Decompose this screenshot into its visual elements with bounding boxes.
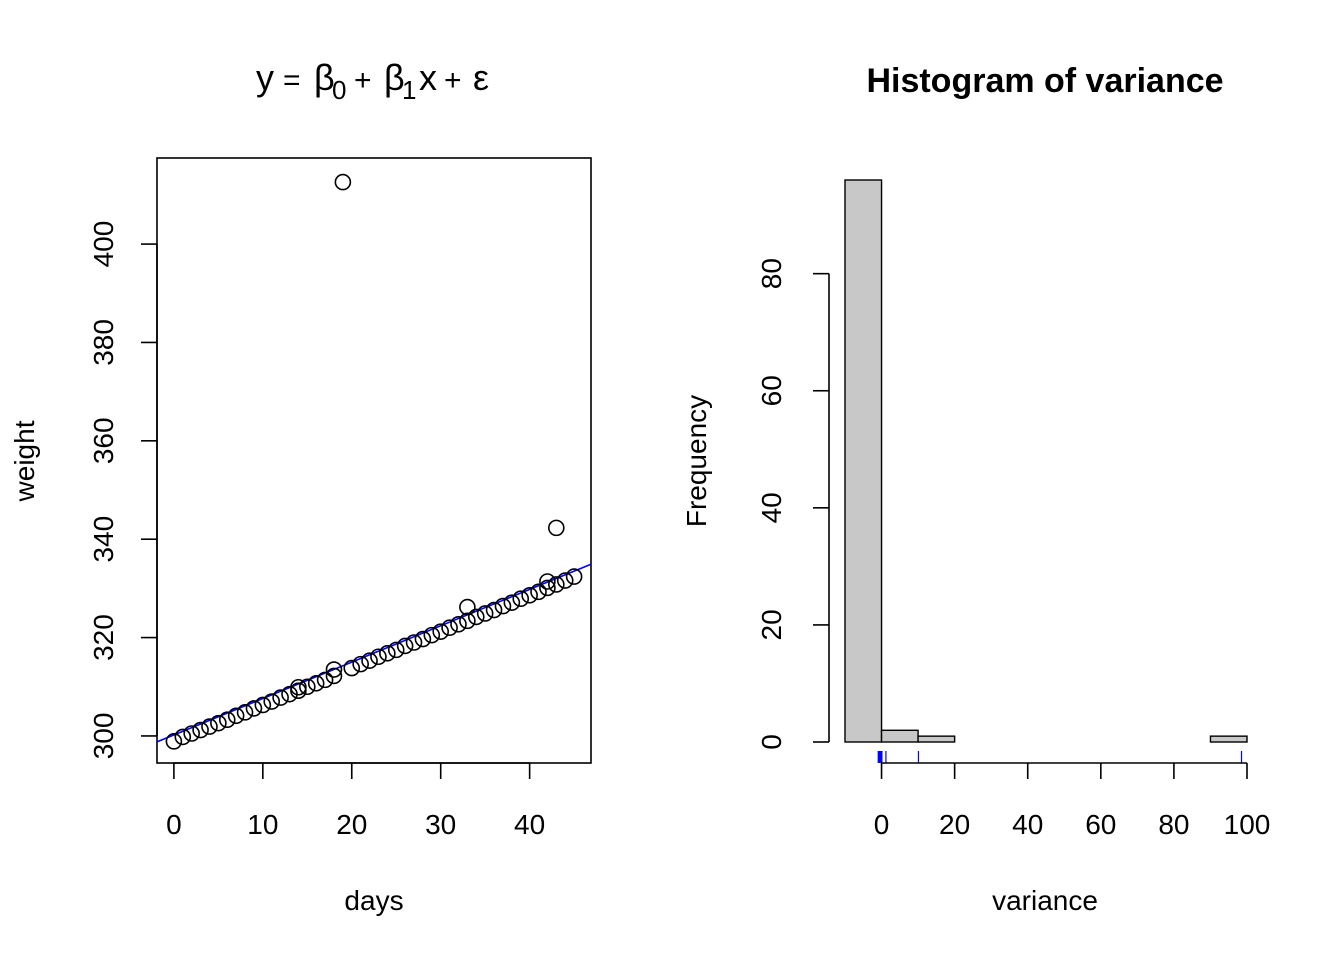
scatter-point xyxy=(325,661,343,678)
scatter-point xyxy=(521,586,538,604)
histogram-plot: Histogram of variance 0 20 40 60 80 100 0 20 40… xyxy=(681,62,1270,916)
scatter-x-label: days xyxy=(344,885,403,916)
scatter-point xyxy=(236,704,254,721)
scatter-point xyxy=(352,655,369,673)
scatter-point xyxy=(459,612,476,630)
scatter-point xyxy=(539,573,556,590)
y-tick-label: 80 xyxy=(756,258,787,289)
scatter-points xyxy=(165,173,583,750)
x-tick-label: 30 xyxy=(425,809,456,840)
x-tick-label: 40 xyxy=(1012,809,1043,840)
scatter-point xyxy=(254,696,272,714)
x-tick-label: 20 xyxy=(939,809,970,840)
x-tick-label: 10 xyxy=(247,809,278,840)
histogram-bar xyxy=(917,735,956,743)
scatter-point xyxy=(414,630,432,648)
scatter-point xyxy=(218,711,236,729)
y-tick-label: 400 xyxy=(88,221,119,268)
scatter-point xyxy=(441,619,458,637)
histogram-bars xyxy=(844,179,1248,743)
scatter-point xyxy=(396,637,414,655)
scatter-point xyxy=(379,645,396,662)
scatter-point xyxy=(450,615,467,633)
scatter-plot: y = β 0 + β 1 x + ε 0 10 20 30 40 3003203403… xyxy=(9,57,592,916)
scatter-point xyxy=(325,667,343,685)
histogram-y-axis: 0 20 40 60 80 xyxy=(756,258,830,750)
scatter-point xyxy=(423,626,441,644)
scatter-point xyxy=(272,689,289,706)
y-tick-label: 0 xyxy=(756,734,787,750)
scatter-point xyxy=(556,572,574,589)
x-tick-label: 0 xyxy=(874,809,890,840)
scatter-x-axis: 0 10 20 30 40 xyxy=(166,762,545,840)
histogram-x-label: variance xyxy=(992,885,1098,916)
scatter-point xyxy=(530,583,547,601)
x-tick-label: 0 xyxy=(166,809,182,840)
scatter-point xyxy=(503,594,521,611)
y-tick-label: 320 xyxy=(88,614,119,661)
scatter-point xyxy=(174,728,192,746)
scatter-point xyxy=(316,671,334,689)
histogram-y-label: Frequency xyxy=(681,395,712,527)
scatter-title: y = β 0 + β 1 x + ε xyxy=(256,57,489,107)
histogram-bar xyxy=(844,179,883,743)
scatter-point xyxy=(165,733,183,750)
scatter-point xyxy=(361,652,378,669)
scatter-point xyxy=(290,682,307,699)
scatter-point xyxy=(370,648,387,666)
scatter-point xyxy=(548,576,565,593)
y-tick-label: 60 xyxy=(756,375,787,406)
x-tick-label: 100 xyxy=(1224,809,1271,840)
scatter-point xyxy=(494,597,512,615)
scatter-point xyxy=(476,605,494,622)
y-tick-label: 40 xyxy=(756,492,787,523)
y-tick-label: 20 xyxy=(756,609,787,640)
x-tick-label: 60 xyxy=(1085,809,1116,840)
histogram-x-axis: 0 20 40 60 80 100 xyxy=(874,762,1271,840)
scatter-plot-box xyxy=(156,157,592,764)
scatter-point xyxy=(432,623,450,640)
scatter-point xyxy=(565,568,583,585)
scatter-point xyxy=(192,721,209,739)
scatter-point xyxy=(459,598,476,616)
x-tick-label: 80 xyxy=(1158,809,1189,840)
histogram-bar xyxy=(880,729,919,743)
scatter-point xyxy=(227,707,245,725)
scatter-point xyxy=(539,579,556,597)
y-tick-label: 340 xyxy=(88,516,119,563)
y-tick-label: 300 xyxy=(88,713,119,760)
scatter-point xyxy=(334,173,352,191)
scatter-point xyxy=(210,714,227,732)
scatter-point xyxy=(183,725,200,742)
histogram-title: Histogram of variance xyxy=(866,62,1223,100)
scatter-point xyxy=(548,519,565,537)
scatter-point xyxy=(485,601,503,619)
histogram-rug xyxy=(877,751,1243,763)
scatter-point xyxy=(263,693,281,710)
scatter-point xyxy=(298,678,316,696)
scatter-point xyxy=(405,634,423,651)
x-tick-label: 20 xyxy=(336,809,367,840)
x-tick-label: 40 xyxy=(514,809,545,840)
scatter-point xyxy=(343,659,361,677)
scatter-point xyxy=(201,718,218,735)
scatter-point xyxy=(467,608,485,626)
y-tick-label: 360 xyxy=(88,417,119,464)
scatter-point xyxy=(245,700,263,717)
scatter-point xyxy=(307,675,325,692)
histogram-bar xyxy=(1209,735,1248,743)
scatter-y-axis: 300 320 340 360 380 400 xyxy=(88,221,158,760)
scatter-point xyxy=(387,641,405,659)
y-tick-label: 380 xyxy=(88,319,119,366)
scatter-y-label: weight xyxy=(9,420,40,502)
scatter-point xyxy=(512,590,530,608)
scatter-point xyxy=(290,678,307,696)
